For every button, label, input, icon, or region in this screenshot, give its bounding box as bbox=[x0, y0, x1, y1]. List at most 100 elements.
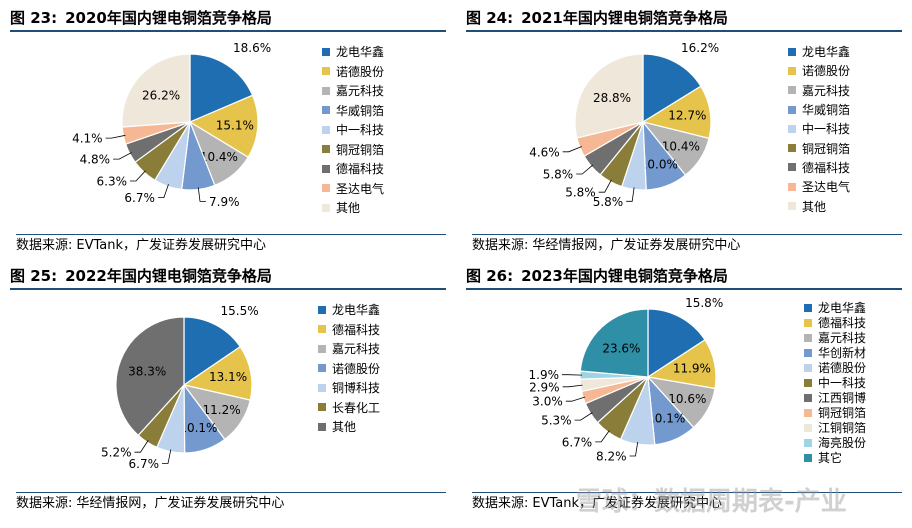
legend-swatch bbox=[804, 303, 812, 312]
data-label: 10.0% bbox=[640, 158, 678, 172]
legend-swatch bbox=[804, 393, 812, 402]
pie-slice bbox=[647, 308, 706, 379]
legend-swatch bbox=[322, 203, 330, 212]
data-label: 4.1% bbox=[72, 132, 103, 146]
source-note: 数据来源: 华经情报网，广发证券发展研究中心 bbox=[16, 492, 446, 515]
data-label: 5.2% bbox=[101, 446, 132, 460]
data-label: 1.9% bbox=[529, 368, 560, 382]
source-note: 数据来源: 华经情报网，广发证券发展研究中心 bbox=[472, 234, 902, 257]
legend-item: 其他 bbox=[322, 198, 384, 218]
legend-item: 龙电华鑫 bbox=[788, 42, 850, 61]
legend: 龙电华鑫 诺德股份 嘉元科技 华威铜箔 中一科技 铜冠铜箔 德福科技 圣达电气 其他 bbox=[322, 42, 384, 218]
legend-item: 其他 bbox=[788, 196, 850, 215]
leader-line bbox=[113, 152, 132, 160]
legend-label: 华威铜箔 bbox=[336, 103, 385, 118]
data-label: 10.4% bbox=[662, 140, 700, 154]
data-label: 5.8% bbox=[565, 186, 596, 200]
legend-swatch bbox=[788, 124, 796, 133]
legend-swatch bbox=[322, 47, 330, 56]
title-text: 2022年国内锂电铜箔竞争格局 bbox=[65, 267, 272, 285]
legend-label: 诺德股份 bbox=[802, 64, 851, 79]
legend-item: 铜博科技 bbox=[318, 378, 380, 398]
legend-swatch bbox=[788, 66, 796, 75]
legend-label: 江西铜博 bbox=[818, 391, 867, 405]
chart-panel-2020: 图 23: 2020年国内锂电铜箔竞争格局 18.6% 15.1% 10.4% 7.9%… bbox=[4, 4, 450, 260]
pie-slice bbox=[189, 53, 254, 123]
pie-slice bbox=[121, 53, 191, 128]
chart-panel-2022: 图 25: 2022年国内锂电铜箔竞争格局 15.5% 13.1% 11.2% 10.1… bbox=[4, 262, 450, 518]
pie-slice bbox=[579, 308, 649, 378]
legend-swatch bbox=[318, 403, 326, 412]
legend-label: 江铜铜箔 bbox=[818, 421, 867, 435]
data-label: 7.9% bbox=[209, 195, 240, 209]
data-label: 12.7% bbox=[668, 109, 706, 123]
legend-item: 华创新材 bbox=[804, 345, 866, 360]
legend-label: 铜冠铜箔 bbox=[802, 141, 851, 156]
leader-line bbox=[157, 184, 169, 199]
legend-item: 铜冠铜箔 bbox=[788, 138, 850, 157]
legend-swatch bbox=[788, 182, 796, 191]
data-label: 5.8% bbox=[593, 195, 624, 209]
legend-label: 其它 bbox=[818, 451, 843, 465]
legend-item: 华威铜箔 bbox=[788, 100, 850, 119]
legend-item: 诺德股份 bbox=[318, 359, 380, 379]
data-label: 15.1% bbox=[216, 119, 254, 133]
legend-swatch bbox=[322, 184, 330, 193]
legend-label: 圣达电气 bbox=[336, 181, 385, 196]
legend-item: 诺德股份 bbox=[804, 360, 866, 375]
figure-label: 图 25: bbox=[10, 267, 58, 285]
source-text: 华经情报网，广发证券发展研究中心 bbox=[532, 238, 741, 253]
legend-swatch bbox=[322, 125, 330, 134]
data-label: 10.1% bbox=[179, 421, 217, 435]
source-label: 数据来源: bbox=[16, 238, 73, 253]
legend-item: 其他 bbox=[318, 417, 380, 437]
legend: 龙电华鑫 德福科技 嘉元科技 诺德股份 铜博科技 长春化工 其他 bbox=[318, 300, 380, 437]
legend-swatch bbox=[322, 106, 330, 115]
data-label: 8.2% bbox=[596, 450, 627, 464]
source-text: EVTank，广发证券发展研究中心 bbox=[76, 238, 267, 253]
legend-swatch bbox=[788, 144, 796, 153]
legend-label: 中一科技 bbox=[336, 123, 385, 138]
legend-label: 龙电华鑫 bbox=[802, 45, 851, 60]
watermark: 雪球：数据周期表-产业 bbox=[576, 487, 847, 517]
data-label: 6.7% bbox=[129, 457, 160, 471]
leader-line bbox=[598, 179, 612, 193]
data-label: 13.1% bbox=[209, 370, 247, 384]
pie-slice bbox=[188, 94, 259, 159]
pie-chart: 16.2%12.7%10.4%10.0%5.8%5.8%5.8%4.6%28.8… bbox=[529, 41, 719, 209]
figure-label: 图 24: bbox=[466, 9, 514, 27]
source-text: EVTank，广发证券发展研究中心 bbox=[532, 496, 723, 511]
pie-chart: 15.8% 11.9% 10.6% 10.1% 8.2%6.7% 5.3% 3.0%2.9%… bbox=[529, 296, 724, 464]
legend-swatch bbox=[322, 67, 330, 76]
legend-label: 铜冠铜箔 bbox=[818, 406, 867, 420]
legend-item: 铜冠铜箔 bbox=[804, 405, 866, 420]
legend-item: 长春化工 bbox=[318, 398, 380, 418]
pie-slice bbox=[574, 53, 644, 139]
legend-item: 中一科技 bbox=[804, 375, 866, 390]
legend-label: 中一科技 bbox=[818, 376, 867, 390]
leader-line bbox=[565, 396, 586, 402]
leader-line bbox=[562, 146, 582, 153]
legend-swatch bbox=[804, 333, 812, 342]
source-note: 数据来源: EVTank，广发证券发展研究中心 bbox=[16, 234, 446, 257]
legend-label: 其他 bbox=[802, 199, 827, 214]
legend-label: 嘉元科技 bbox=[818, 331, 867, 345]
legend-swatch bbox=[788, 86, 796, 95]
data-label: 3.0% bbox=[532, 395, 563, 409]
chart-title: 图 26: 2023年国内锂电铜箔竞争格局 bbox=[466, 264, 902, 290]
legend-label: 华威铜箔 bbox=[802, 103, 851, 118]
legend-item: 嘉元科技 bbox=[318, 339, 380, 359]
pie-chart: 15.5% 13.1% 11.2% 10.1% 6.7%5.2% 38.3% bbox=[101, 304, 259, 471]
legend-swatch bbox=[804, 318, 812, 327]
legend-item: 嘉元科技 bbox=[804, 330, 866, 345]
leader-line bbox=[595, 430, 610, 443]
data-label: 10.1% bbox=[647, 412, 685, 426]
pie-slice bbox=[182, 345, 253, 401]
pie-slice bbox=[642, 53, 702, 124]
legend-label: 中一科技 bbox=[802, 122, 851, 137]
legend-swatch bbox=[788, 105, 796, 114]
legend-item: 诺德股份 bbox=[788, 61, 850, 80]
legend-swatch bbox=[318, 325, 326, 334]
legend-swatch bbox=[318, 364, 326, 373]
legend-label: 长春化工 bbox=[332, 400, 381, 415]
